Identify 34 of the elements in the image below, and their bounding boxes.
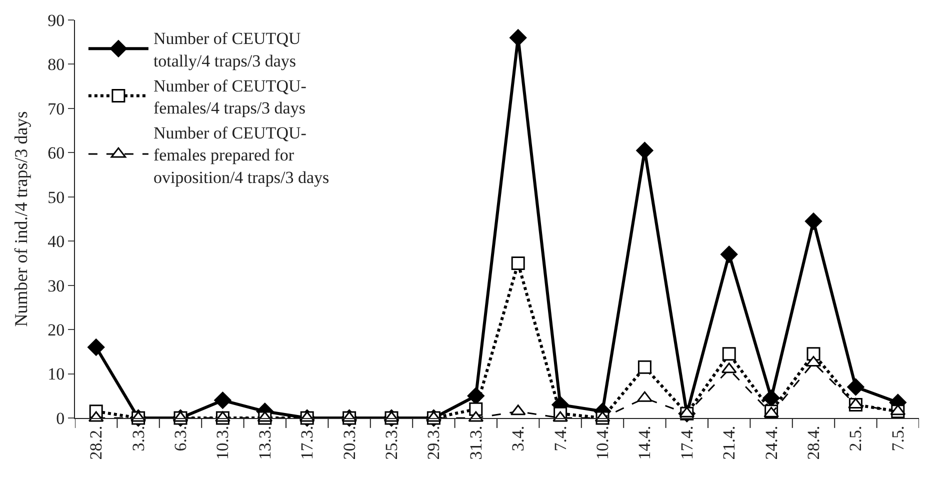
y-tick-label: 0	[56, 408, 65, 428]
x-tick-label: 14.4.	[635, 426, 654, 460]
x-tick-label: 28.2.	[86, 426, 106, 460]
y-tick-label: 50	[48, 188, 65, 207]
x-tick-label: 17.4.	[677, 426, 696, 460]
x-tick-label: 3.4.	[508, 426, 528, 452]
x-tick-label: 29.3.	[424, 426, 444, 460]
legend-label: Number of CEUTQU- females prepared for oviposition/4 traps/3 days	[153, 124, 330, 187]
x-tick-label: 20.3.	[340, 426, 359, 460]
y-tick-label: 70	[48, 99, 65, 118]
y-tick-label: 20	[48, 320, 65, 340]
y-tick-label: 10	[48, 364, 65, 384]
x-tick-label: 6.3.	[171, 426, 190, 452]
x-tick-label: 31.3.	[466, 426, 486, 460]
x-tick-label: 24.4.	[762, 426, 781, 460]
x-tick-label: 25.3.	[382, 426, 402, 460]
x-tick-label: 17.3.	[298, 426, 317, 460]
x-tick-label: 28.4.	[804, 426, 824, 460]
y-axis-title: Number of ind./4 traps/3 days	[10, 111, 31, 327]
x-tick-label: 10.4.	[593, 426, 612, 460]
legend-label: Number of CEUTQU totally/4 traps/3 days	[153, 29, 301, 70]
x-tick-label: 2.5.	[846, 426, 866, 452]
x-tick-label: 21.4.	[720, 426, 739, 460]
y-tick-label: 30	[48, 276, 65, 296]
y-tick-label: 90	[48, 10, 65, 30]
y-tick-label: 80	[48, 55, 65, 74]
x-tick-label: 7.5.	[888, 426, 908, 452]
y-tick-label: 40	[48, 232, 65, 252]
x-tick-label: 10.3.	[213, 426, 232, 460]
x-tick-label: 7.4.	[550, 426, 570, 452]
x-tick-label: 13.3.	[255, 426, 274, 460]
y-tick-label: 60	[48, 144, 65, 163]
x-tick-label: 3.3.	[128, 426, 148, 452]
legend-label: Number of CEUTQU- females/4 traps/3 days	[153, 76, 307, 118]
